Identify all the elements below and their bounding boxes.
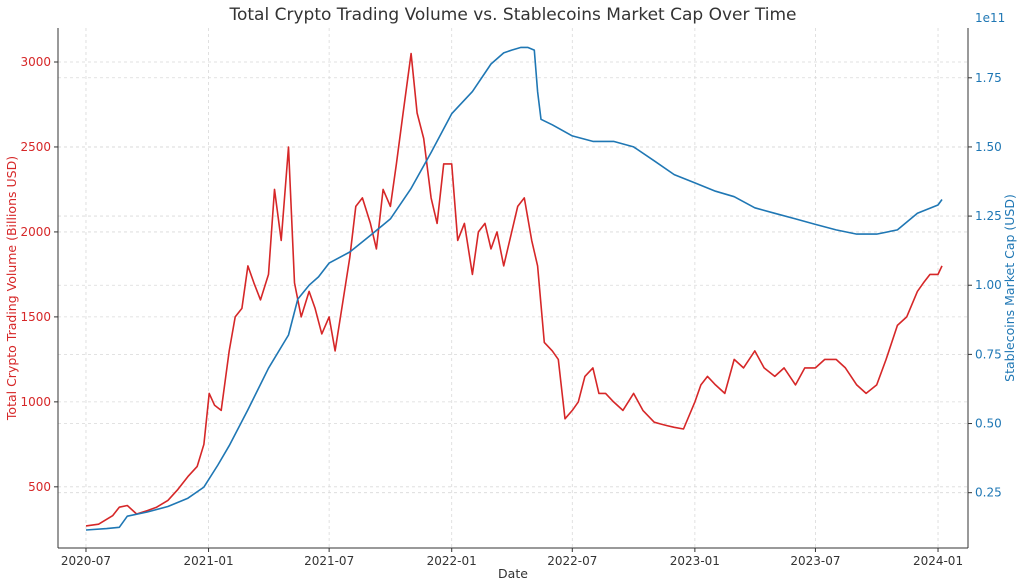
stablecoin-market-cap-line xyxy=(85,46,943,531)
x-tick-label: 2022-07 xyxy=(547,554,597,568)
x-tick-label: 2023-07 xyxy=(790,554,840,568)
right-axis-multiplier: 1e11 xyxy=(975,11,1005,25)
right-y-tick-label: 1.25 xyxy=(975,209,1002,223)
series-layer xyxy=(85,46,943,531)
x-tick-label: 2023-01 xyxy=(670,554,720,568)
right-y-tick-label: 0.75 xyxy=(975,347,1002,361)
left-y-tick-label: 3000 xyxy=(20,55,51,69)
left-y-ticks: 500 1000 1500 2000 2500 3000 xyxy=(20,55,58,494)
right-y-tick-label: 0.25 xyxy=(975,486,1002,500)
right-y-tick-label: 1.50 xyxy=(975,140,1002,154)
left-y-tick-label: 500 xyxy=(28,480,51,494)
left-y-tick-label: 2500 xyxy=(20,140,51,154)
right-y-tick-label: 0.50 xyxy=(975,417,1002,431)
x-tick-label: 2024-01 xyxy=(913,554,963,568)
right-y-ticks: 0.25 0.50 0.75 1.00 1.25 1.50 1.75 xyxy=(968,71,1002,500)
right-y-tick-label: 1.00 xyxy=(975,278,1002,292)
left-y-axis-label: Total Crypto Trading Volume (Billions US… xyxy=(4,156,19,421)
trading-volume-line xyxy=(85,52,943,527)
x-tick-label: 2021-01 xyxy=(183,554,233,568)
chart-title: Total Crypto Trading Volume vs. Stableco… xyxy=(229,5,797,25)
x-tick-label: 2022-01 xyxy=(427,554,477,568)
x-axis-label: Date xyxy=(498,566,528,581)
right-y-tick-label: 1.75 xyxy=(975,71,1002,85)
x-tick-label: 2021-07 xyxy=(304,554,354,568)
right-y-axis-label: Stablecoins Market Cap (USD) xyxy=(1002,194,1017,382)
x-ticks: 2020-07 2021-01 2021-07 2022-01 2022-07 2023-… xyxy=(61,548,963,568)
x-tick-label: 2020-07 xyxy=(61,554,111,568)
grid xyxy=(58,28,968,548)
left-y-tick-label: 2000 xyxy=(20,225,51,239)
axes xyxy=(57,28,969,549)
left-y-tick-label: 1000 xyxy=(20,395,51,409)
left-y-tick-label: 1500 xyxy=(20,310,51,324)
